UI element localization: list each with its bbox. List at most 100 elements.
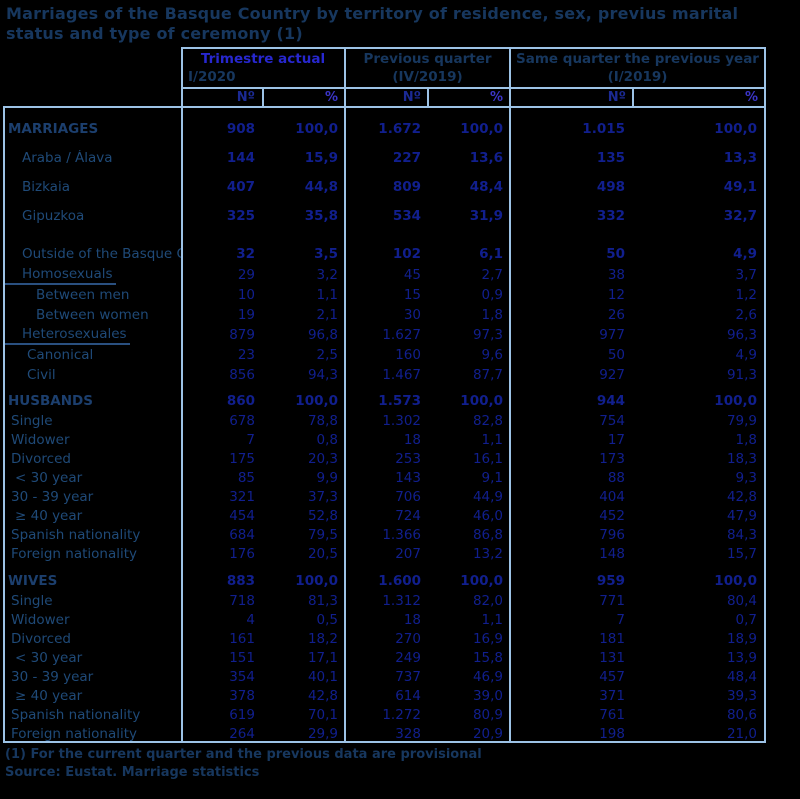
cell-value: 4,9	[733, 246, 757, 262]
table-row: 30 - 39 year 354 40,1 737 46,9 457 48,4	[3, 667, 765, 686]
cell-value: 45	[403, 267, 421, 283]
cell-value: 48,4	[726, 668, 757, 685]
row-label: Widower	[11, 431, 70, 448]
cell-value: 48,4	[469, 178, 503, 195]
cell-value: 96,3	[726, 327, 757, 343]
cell-value: 20,5	[307, 545, 338, 562]
row-label: Widower	[11, 611, 70, 628]
row-label: Divorced	[11, 450, 71, 467]
cell-value: 737	[395, 668, 421, 685]
group-title: Same quarter the previous year	[516, 51, 759, 67]
cell-value: 3,7	[735, 267, 757, 283]
row-label: 30 - 39 year	[11, 488, 94, 505]
cell-value: 88	[607, 469, 625, 486]
table-row: Homosexuals 29 3,2 45 2,7 38 3,7	[3, 265, 765, 285]
cell-value: 1.015	[582, 120, 625, 137]
row-label: ≥ 40 year	[15, 687, 83, 704]
cell-value: 908	[226, 120, 255, 137]
cell-value: 0,9	[481, 287, 503, 303]
cell-value: 100,0	[295, 572, 338, 589]
cell-value: 354	[229, 668, 255, 685]
cell-value: 40,1	[307, 668, 338, 685]
cell-value: 18	[403, 611, 421, 628]
cell-value: 38	[607, 267, 625, 283]
row-label: Between women	[36, 307, 149, 323]
cell-value: 9,6	[481, 347, 503, 363]
cell-value: 7	[616, 611, 625, 628]
group-title: Previous quarter	[363, 51, 492, 67]
cell-value: 161	[229, 630, 255, 647]
cell-value: 883	[226, 572, 255, 589]
cell-value: 160	[395, 347, 421, 363]
cell-value: 100,0	[460, 572, 503, 589]
cell-value: 2,5	[316, 347, 338, 363]
cell-value: 3,5	[314, 246, 338, 262]
cell-value: 100,0	[295, 392, 338, 409]
cell-value: 249	[395, 649, 421, 666]
cell-value: 13,3	[723, 149, 757, 166]
cell-value: 70,1	[307, 706, 338, 723]
cell-value: 4	[246, 611, 255, 628]
cell-value: 2,1	[316, 307, 338, 323]
cell-value: 37,3	[307, 488, 338, 505]
cell-value: 42,8	[726, 488, 757, 505]
cell-value: 1.272	[382, 706, 421, 723]
cell-value: 325	[226, 207, 255, 224]
cell-value: 21,0	[726, 725, 757, 742]
cell-value: 809	[392, 178, 421, 195]
cell-value: 82,8	[472, 412, 503, 429]
cell-value: 4,9	[735, 347, 757, 363]
cell-value: 26	[607, 307, 625, 323]
cell-value: 371	[599, 687, 625, 704]
cell-value: 270	[395, 630, 421, 647]
table-row: Between women 19 2,1 30 1,8 26 2,6	[3, 305, 765, 325]
cell-value: 15,7	[726, 545, 757, 562]
col-header-percent: %	[489, 90, 503, 105]
cell-value: 39,3	[726, 687, 757, 704]
column-group-previous-year: Same quarter the previous year (I/2019)	[512, 50, 763, 86]
cell-value: 17	[607, 431, 625, 448]
cell-value: 7	[246, 431, 255, 448]
cell-value: 761	[599, 706, 625, 723]
cell-value: 85	[237, 469, 255, 486]
cell-value: 181	[599, 630, 625, 647]
cell-value: 771	[599, 592, 625, 609]
cell-value: 2,6	[735, 307, 757, 323]
cell-value: 100,0	[714, 120, 757, 137]
table-body: MARRIAGES 908 100,0 1.672 100,0 1.015 100,0 Ara…	[3, 108, 765, 743]
cell-value: 1,8	[481, 307, 503, 323]
cell-value: 614	[395, 687, 421, 704]
cell-value: 684	[229, 526, 255, 543]
cell-value: 176	[229, 545, 255, 562]
cell-value: 31,9	[469, 207, 503, 224]
cell-value: 49,1	[723, 178, 757, 195]
cell-value: 97,3	[472, 327, 503, 343]
row-label: Bizkaia	[22, 178, 70, 195]
cell-value: 20,9	[472, 725, 503, 742]
cell-value: 1.366	[382, 526, 421, 543]
col-header-percent: %	[324, 90, 338, 105]
table-row: Widower 4 0,5 18 1,1 7 0,7	[3, 610, 765, 629]
table-row: 30 - 39 year 321 37,3 706 44,9 404 42,8	[3, 487, 765, 506]
col-header-number: Nº	[236, 90, 255, 105]
cell-value: 44,9	[472, 488, 503, 505]
cell-value: 1,1	[481, 431, 503, 448]
cell-value: 131	[599, 649, 625, 666]
cell-value: 1.312	[382, 592, 421, 609]
table-row: MARRIAGES 908 100,0 1.672 100,0 1.015 100,0	[3, 114, 765, 143]
cell-value: 42,8	[307, 687, 338, 704]
table-row: Spanish nationality 619 70,1 1.272 80,9 761 80…	[3, 705, 765, 724]
cell-value: 18,9	[726, 630, 757, 647]
cell-value: 1.467	[382, 367, 421, 383]
cell-value: 86,8	[472, 526, 503, 543]
cell-value: 3,2	[316, 267, 338, 283]
cell-value: 454	[229, 507, 255, 524]
row-label: Spanish nationality	[11, 526, 141, 543]
cell-value: 404	[599, 488, 625, 505]
column-group-previous-quarter: Previous quarter (IV/2019)	[347, 50, 508, 86]
row-label: Single	[11, 412, 53, 429]
cell-value: 29	[237, 267, 255, 283]
row-label: Foreign nationality	[11, 725, 138, 742]
cell-value: 100,0	[714, 572, 757, 589]
footnote-provisional: (1) For the current quarter and the prev…	[5, 747, 482, 762]
